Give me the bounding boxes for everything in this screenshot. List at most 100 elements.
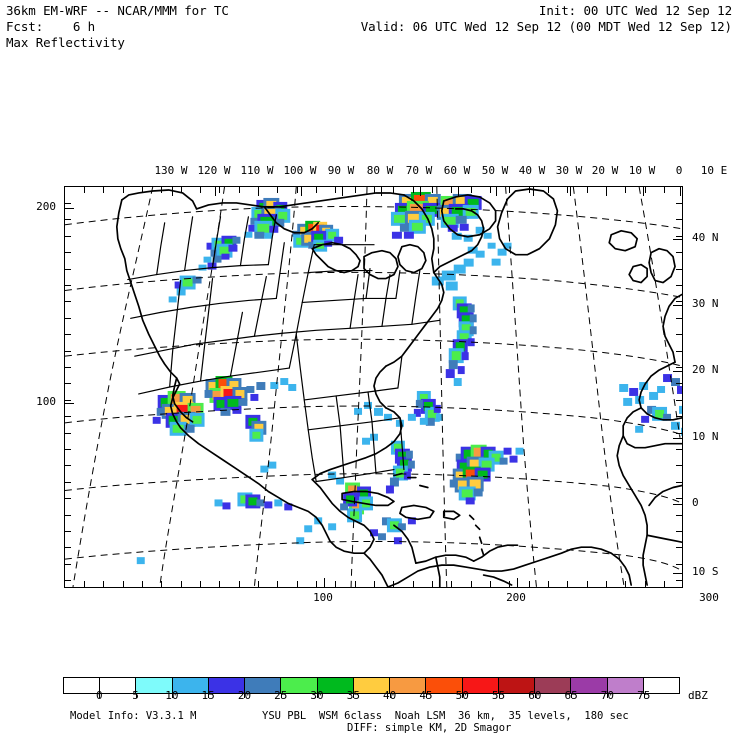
- colorbar-cell: [208, 678, 246, 693]
- reflectivity-cell: [164, 406, 177, 416]
- model-title: 36km EM-WRF -- NCAR/MMM for TC: [6, 3, 229, 18]
- reflectivity-cell: [427, 409, 437, 419]
- bottom-index-label: 200: [506, 591, 526, 604]
- colorbar-tick: [643, 694, 645, 698]
- reflectivity-cell: [264, 208, 279, 218]
- axis-tick: [676, 235, 682, 237]
- reflectivity-cell: [445, 369, 455, 379]
- reflectivity-cell: [629, 387, 639, 396]
- reflectivity-cell: [350, 511, 360, 520]
- reflectivity-cell: [503, 242, 512, 249]
- axis-tick: [122, 187, 124, 193]
- colorbar-cell: [607, 678, 644, 693]
- reflectivity-cell: [455, 471, 466, 481]
- reflectivity-cell: [212, 390, 224, 400]
- map-plot-area[interactable]: [64, 186, 683, 588]
- reflectivity-cell: [232, 406, 242, 414]
- axis-tick: [65, 350, 71, 352]
- axis-tick: [528, 187, 530, 193]
- colorbar-tick: [425, 694, 427, 698]
- axis-tick: [676, 268, 682, 270]
- axis-tick: [412, 187, 414, 193]
- axis-tick: [606, 187, 607, 196]
- axis-tick: [673, 239, 682, 240]
- axis-tick: [673, 573, 682, 574]
- reflectivity-cell: [156, 407, 165, 416]
- axis-tick: [258, 187, 259, 196]
- reflectivity-cell: [461, 352, 469, 361]
- axis-tick: [65, 383, 71, 385]
- colorbar-tick: [389, 694, 391, 698]
- reflectivity-cell: [223, 388, 236, 398]
- axis-tick: [65, 399, 71, 401]
- axis-tick: [219, 187, 221, 193]
- reflectivity-cell: [451, 206, 466, 216]
- reflectivity-cell: [407, 213, 422, 223]
- axis-tick: [676, 399, 682, 401]
- axis-tick: [528, 581, 530, 587]
- reflectivity-cell: [487, 242, 496, 249]
- colorbar-cell: [172, 678, 209, 693]
- axis-tick: [644, 187, 646, 193]
- longitude-label: 100 W: [283, 164, 317, 177]
- longitude-label: 40 W: [518, 164, 546, 177]
- reflectivity-cell: [176, 404, 191, 415]
- reflectivity-cell: [212, 255, 222, 263]
- reflectivity-map: [65, 187, 682, 587]
- reflectivity-cell: [168, 415, 181, 425]
- reflectivity-cell: [455, 342, 465, 352]
- axis-tick: [315, 187, 317, 193]
- axis-tick: [676, 334, 682, 336]
- reflectivity-cell: [274, 499, 283, 507]
- reflectivity-cell: [354, 407, 363, 415]
- reflectivity-cell: [459, 333, 469, 343]
- colorbar-cell: [281, 678, 318, 693]
- axis-tick: [676, 219, 682, 221]
- reflectivity-cell: [238, 398, 248, 406]
- field-name: Max Reflectivity: [6, 35, 125, 50]
- reflectivity-cell: [328, 231, 337, 239]
- reflectivity-cell: [397, 523, 406, 531]
- reflectivity-cell: [463, 449, 474, 459]
- longitude-label: 90 W: [327, 164, 355, 177]
- reflectivity-cell: [152, 416, 161, 424]
- axis-tick: [676, 285, 682, 286]
- reflectivity-cell: [216, 399, 228, 408]
- reflectivity-cell: [467, 198, 479, 207]
- reflectivity-cell: [483, 449, 493, 458]
- axis-tick: [451, 187, 453, 193]
- colorbar-tick-label: 65: [564, 689, 578, 702]
- reflectivity-cell: [340, 503, 349, 511]
- reflectivity-cell: [296, 237, 306, 245]
- reflectivity-cell: [641, 415, 650, 423]
- colorbar-cell: [245, 678, 282, 693]
- reflectivity-cell: [264, 501, 273, 509]
- reflectivity-cell: [497, 248, 507, 256]
- axis-tick: [625, 187, 627, 193]
- axis-tick: [673, 305, 682, 306]
- reflectivity-cell: [250, 393, 259, 401]
- axis-tick: [533, 187, 534, 196]
- latitude-label: 30 N: [692, 297, 719, 310]
- axis-tick: [65, 531, 71, 532]
- reflectivity-cell: [274, 218, 285, 227]
- axis-tick: [676, 317, 682, 319]
- reflectivity-cell: [671, 421, 681, 430]
- reflectivity-cell: [256, 499, 265, 507]
- colorbar[interactable]: [63, 677, 680, 694]
- axis-tick: [643, 187, 644, 196]
- axis-tick: [509, 581, 511, 587]
- axis-tick: [103, 187, 105, 193]
- colorbar-tick: [353, 694, 355, 698]
- axis-tick: [676, 367, 682, 368]
- colorbar-swatches[interactable]: [63, 677, 680, 694]
- axis-tick: [65, 481, 71, 483]
- reflectivity-cell: [481, 460, 492, 469]
- reflectivity-cell: [423, 401, 433, 411]
- reflectivity-cell: [207, 262, 217, 270]
- reflectivity-cell: [469, 459, 481, 469]
- reflectivity-cell: [246, 386, 255, 393]
- axis-tick: [420, 187, 421, 196]
- colorbar-tick-label: 20: [237, 689, 252, 702]
- colorbar-cell: [64, 678, 101, 693]
